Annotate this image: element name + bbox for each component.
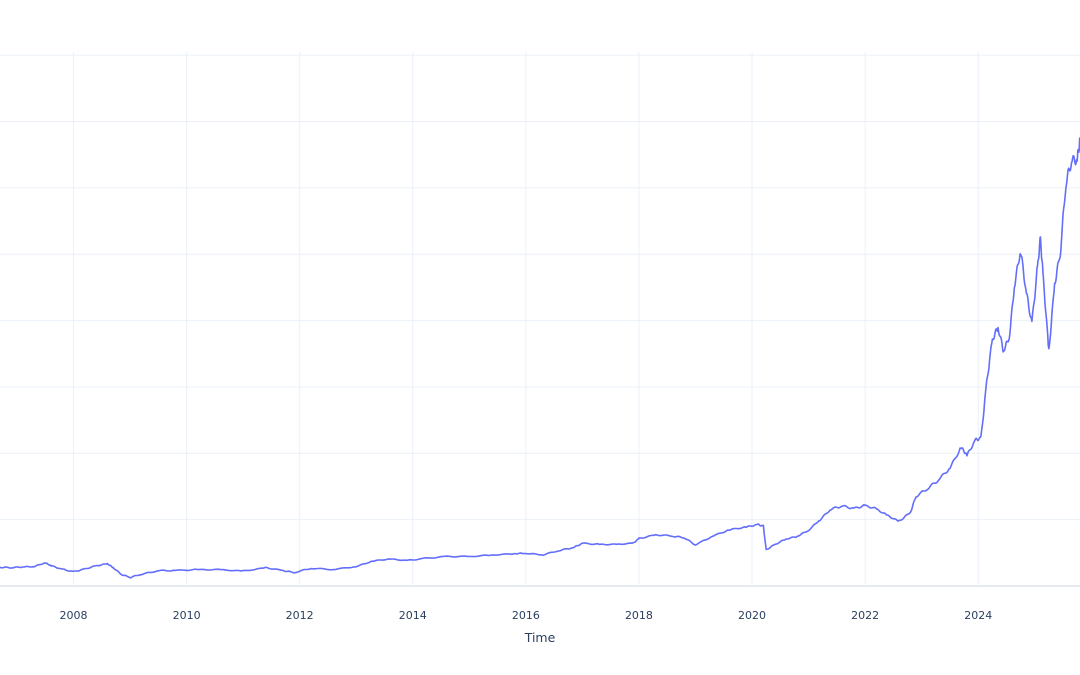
x-tick-label: 2020 [738, 609, 766, 622]
x-axis-title: Time [524, 630, 556, 645]
series-line [0, 137, 1080, 579]
x-tick-label: 2014 [399, 609, 427, 622]
x-gridlines [73, 52, 979, 586]
x-tick-label: 2018 [625, 609, 653, 622]
x-tick-label: 2008 [60, 609, 88, 622]
y-gridlines [0, 54, 1080, 587]
x-tick-label: 2024 [964, 609, 992, 622]
x-tick-labels: 2008 2010 2012 2014 2016 2018 2020 2022 2024 [60, 609, 993, 622]
x-tick-label: 2016 [512, 609, 540, 622]
series-group [0, 137, 1080, 579]
x-tick-label: 2010 [173, 609, 201, 622]
x-tick-label: 2012 [286, 609, 314, 622]
x-tick-label: 2022 [851, 609, 879, 622]
